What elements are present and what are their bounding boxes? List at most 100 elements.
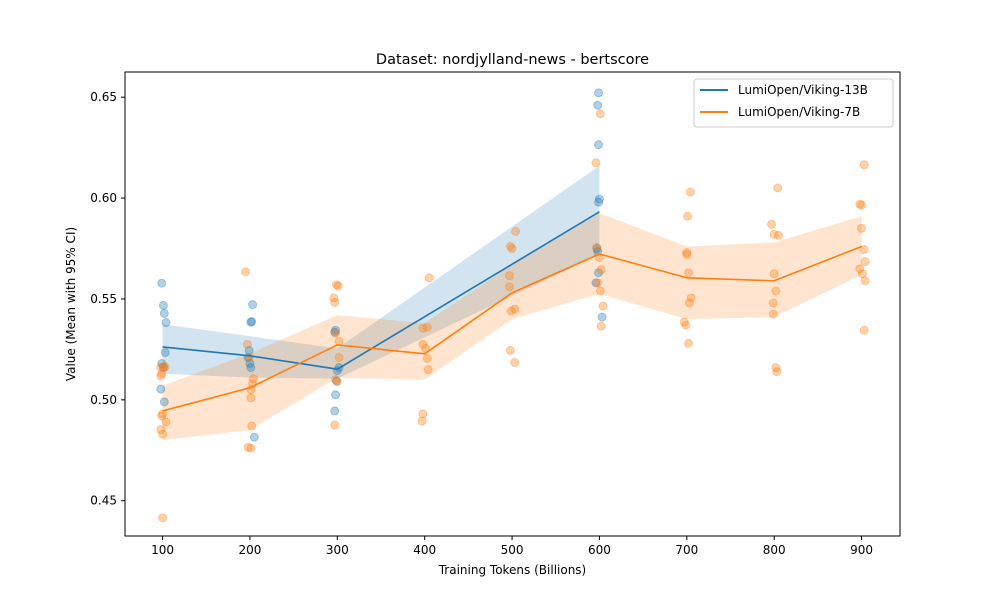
data-point-lumiopen-viking-7b: [510, 358, 520, 367]
data-point-lumiopen-viking-7b: [682, 248, 692, 258]
data-point-lumiopen-viking-13b: [594, 88, 604, 98]
data-point-lumiopen-viking-7b: [596, 265, 606, 275]
x-tick-label: 600: [588, 543, 611, 557]
data-point-lumiopen-viking-7b: [334, 352, 344, 362]
data-point-lumiopen-viking-7b: [684, 338, 694, 348]
data-point-lumiopen-viking-7b: [684, 268, 694, 278]
data-point-lumiopen-viking-7b: [504, 271, 514, 281]
data-point-lumiopen-viking-7b: [422, 322, 432, 332]
y-tick-label: 0.45: [90, 494, 117, 508]
y-tick-label: 0.55: [90, 292, 117, 306]
x-tick-label: 400: [413, 543, 436, 557]
data-point-lumiopen-viking-7b: [681, 320, 691, 330]
data-point-lumiopen-viking-7b: [679, 317, 689, 327]
data-point-lumiopen-viking-7b: [598, 301, 608, 311]
data-point-lumiopen-viking-7b: [684, 298, 694, 308]
ci-band-lumiopen-viking-7b: [162, 213, 862, 441]
data-point-lumiopen-viking-7b: [156, 424, 166, 434]
data-point-lumiopen-viking-7b: [595, 286, 605, 296]
data-point-lumiopen-viking-7b: [683, 211, 693, 221]
scatter-points: [156, 88, 870, 523]
data-point-lumiopen-viking-7b: [244, 352, 254, 362]
y-tick-label: 0.65: [90, 90, 117, 104]
data-point-lumiopen-viking-7b: [859, 160, 869, 170]
data-point-lumiopen-viking-7b: [772, 367, 782, 377]
data-point-lumiopen-viking-7b: [158, 513, 168, 523]
data-point-lumiopen-viking-13b: [245, 359, 255, 369]
data-point-lumiopen-viking-7b: [593, 278, 603, 288]
data-point-lumiopen-viking-13b: [156, 384, 166, 394]
data-point-lumiopen-viking-7b: [592, 243, 602, 253]
data-point-lumiopen-viking-13b: [244, 345, 254, 355]
x-axis-ticks: 100 200 300 400 500 600 700 800 900: [151, 536, 873, 557]
data-point-lumiopen-viking-7b: [855, 199, 865, 209]
data-point-lumiopen-viking-13b: [157, 278, 167, 288]
data-point-lumiopen-viking-7b: [504, 282, 514, 292]
data-point-lumiopen-viking-7b: [423, 365, 433, 375]
data-point-lumiopen-viking-13b: [161, 318, 171, 328]
legend-box: [693, 78, 894, 128]
data-point-lumiopen-viking-7b: [158, 362, 168, 372]
data-point-lumiopen-viking-7b: [246, 393, 256, 403]
data-point-lumiopen-viking-7b: [248, 374, 258, 384]
data-point-lumiopen-viking-7b: [418, 409, 428, 419]
y-axis-title: Value (Mean with 95% CI): [64, 227, 78, 381]
data-point-lumiopen-viking-7b: [596, 321, 606, 331]
data-point-lumiopen-viking-13b: [594, 194, 604, 204]
ci-bands: [162, 165, 862, 441]
data-point-lumiopen-viking-7b: [505, 242, 515, 251]
x-tick-label: 500: [501, 543, 524, 557]
data-point-lumiopen-viking-7b: [418, 323, 428, 333]
data-point-lumiopen-viking-7b: [769, 229, 779, 239]
x-tick-label: 900: [850, 543, 873, 557]
data-point-lumiopen-viking-13b: [593, 100, 603, 110]
data-point-lumiopen-viking-7b: [771, 286, 781, 296]
data-point-lumiopen-viking-7b: [510, 304, 520, 314]
data-point-lumiopen-viking-7b: [158, 409, 168, 419]
data-point-lumiopen-viking-13b: [594, 140, 604, 150]
data-point-lumiopen-viking-7b: [595, 109, 605, 119]
data-point-lumiopen-viking-13b: [592, 244, 602, 254]
x-tick-label: 800: [763, 543, 786, 557]
data-point-lumiopen-viking-7b: [685, 187, 695, 197]
data-point-lumiopen-viking-7b: [333, 281, 343, 291]
data-point-lumiopen-viking-7b: [774, 230, 784, 240]
data-point-lumiopen-viking-13b: [160, 347, 170, 357]
data-point-lumiopen-viking-7b: [860, 257, 870, 267]
y-axis-ticks: 0.45 0.50 0.55 0.60 0.65: [90, 90, 125, 508]
data-point-lumiopen-viking-7b: [417, 416, 427, 426]
data-point-lumiopen-viking-13b: [330, 406, 340, 416]
data-point-lumiopen-viking-7b: [857, 223, 867, 233]
data-point-lumiopen-viking-7b: [332, 377, 342, 387]
mean-line-lumiopen-viking-7b: [162, 245, 862, 412]
data-point-lumiopen-viking-7b: [682, 250, 692, 260]
data-point-lumiopen-viking-7b: [418, 339, 428, 349]
data-point-lumiopen-viking-7b: [591, 158, 601, 168]
data-point-lumiopen-viking-7b: [160, 362, 170, 372]
data-point-lumiopen-viking-13b: [157, 359, 167, 369]
data-point-lumiopen-viking-13b: [330, 327, 340, 337]
y-tick-label: 0.60: [90, 191, 117, 205]
data-point-lumiopen-viking-7b: [773, 183, 783, 193]
data-point-lumiopen-viking-7b: [767, 219, 777, 229]
data-point-lumiopen-viking-13b: [331, 376, 341, 386]
data-point-lumiopen-viking-7b: [422, 353, 432, 363]
x-axis-title: Training Tokens (Billions): [438, 563, 587, 577]
data-point-lumiopen-viking-7b: [330, 297, 340, 307]
x-tick-label: 300: [326, 543, 349, 557]
data-point-lumiopen-viking-13b: [158, 300, 168, 310]
data-point-lumiopen-viking-7b: [246, 443, 256, 453]
data-point-lumiopen-viking-7b: [855, 264, 865, 274]
x-tick-label: 200: [238, 543, 261, 557]
data-point-lumiopen-viking-7b: [505, 345, 515, 355]
x-tick-label: 700: [675, 543, 698, 557]
data-point-lumiopen-viking-7b: [156, 371, 166, 381]
data-point-lumiopen-viking-13b: [246, 363, 256, 373]
data-point-lumiopen-viking-7b: [768, 309, 778, 319]
x-tick-label: 100: [151, 543, 174, 557]
data-point-lumiopen-viking-7b: [329, 293, 339, 303]
data-point-lumiopen-viking-7b: [859, 325, 869, 335]
data-point-lumiopen-viking-7b: [857, 200, 867, 210]
data-point-lumiopen-viking-7b: [507, 244, 517, 254]
